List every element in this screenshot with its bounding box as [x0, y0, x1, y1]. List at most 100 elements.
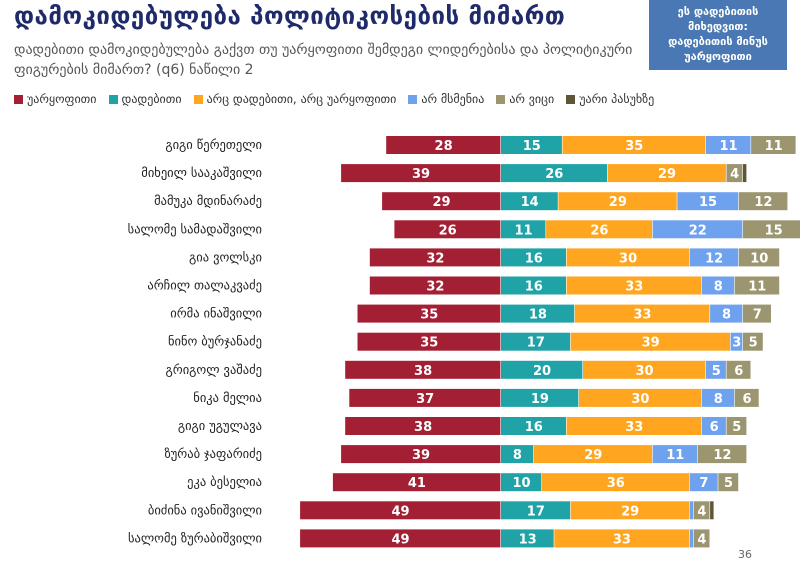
- data-label: 33: [613, 532, 631, 547]
- bar-segment-positive: [501, 248, 566, 267]
- data-label: 35: [625, 139, 643, 154]
- bar-segment-negative: [349, 388, 501, 407]
- data-label: 16: [525, 420, 543, 435]
- legend-swatch: [566, 94, 576, 104]
- legend-label: არც დადებითი, არც უარყოფითი: [206, 92, 397, 106]
- bar-segment-neither: [562, 136, 706, 154]
- bar-segment-dont-know: [738, 192, 788, 211]
- bar-segment-refused: [742, 164, 747, 183]
- bar-segment-neither: [566, 417, 702, 435]
- data-label: 35: [420, 336, 438, 351]
- bar-segment-dont-know: [718, 473, 739, 492]
- bar-segment-negative: [369, 276, 501, 295]
- bar-segment-neither: [578, 388, 702, 407]
- category-label: ნინო ბურჯანაძე: [168, 334, 262, 349]
- bar-segment-dont-understand: [677, 192, 739, 211]
- data-label: 37: [416, 392, 434, 407]
- data-label: 49: [392, 532, 410, 547]
- data-label: 19: [531, 392, 549, 407]
- bar-segment-positive: [501, 529, 554, 548]
- chart-subtitle: დადებითი დამოკიდებულება გაქვთ თუ უარყოფი…: [14, 42, 633, 78]
- bar-segment-positive: [501, 417, 566, 435]
- data-label: 17: [527, 504, 545, 519]
- bar-segment-positive: [501, 136, 562, 154]
- bar-segment-negative: [394, 220, 501, 239]
- data-label: 12: [705, 251, 723, 266]
- data-label: 13: [519, 532, 537, 547]
- chart-title: დამოკიდებულება პოლიტიკოსების მიმართ: [14, 2, 566, 30]
- bar-segment-dont-know: [742, 304, 771, 323]
- bar-segment-neither: [542, 473, 689, 492]
- bar-segment-negative: [382, 192, 501, 211]
- data-label: 6: [734, 364, 743, 379]
- data-label: 10: [750, 251, 768, 266]
- data-label: 12: [754, 195, 772, 210]
- data-label: 8: [714, 392, 723, 407]
- data-label: 39: [412, 448, 430, 463]
- data-label: 8: [714, 280, 723, 295]
- bar-segment-dont-understand: [710, 304, 743, 323]
- data-label: 11: [765, 139, 783, 154]
- data-label: 30: [635, 364, 653, 379]
- category-label: ზურაბ ჯაფარიძე: [164, 446, 262, 461]
- bar-segment-negative: [345, 417, 501, 435]
- bar-segment-dont-know: [734, 388, 759, 407]
- data-label: 16: [525, 280, 543, 295]
- note-box-text: ეს დადებითის მიხედვით: დადებითის მინუს უ…: [668, 5, 768, 63]
- bar-segment-dont-know: [742, 332, 763, 351]
- data-label: 14: [521, 195, 539, 210]
- bar-segment-dont-understand: [689, 501, 694, 520]
- bar-segment-positive: [501, 501, 571, 520]
- data-label: 33: [633, 308, 651, 323]
- legend-swatch: [408, 94, 418, 104]
- bar-segment-neither: [607, 164, 726, 183]
- data-label: 6: [710, 420, 719, 435]
- data-label: 8: [722, 308, 731, 323]
- category-label: ირმა ინაშვილი: [170, 306, 262, 321]
- bar-segment-neither: [570, 501, 689, 520]
- data-label: 29: [658, 167, 676, 182]
- legend-swatch: [496, 94, 506, 104]
- data-label: 7: [699, 476, 708, 491]
- legend-item: არც დადებითი, არც უარყოფითი: [193, 92, 397, 106]
- data-label: 17: [527, 336, 545, 351]
- bar-segment-positive: [501, 332, 571, 351]
- data-label: 26: [439, 223, 457, 238]
- data-label: 36: [607, 476, 625, 491]
- data-label: 26: [590, 223, 608, 238]
- bar-segment-positive: [501, 304, 575, 323]
- bar-segment-dont-know: [738, 248, 780, 267]
- bar-segment-negative: [300, 501, 501, 520]
- bar-segment-negative: [357, 332, 501, 351]
- bar-segment-negative: [345, 360, 501, 379]
- data-label: 5: [724, 476, 733, 491]
- data-label: 3: [732, 336, 741, 351]
- legend-label: უარყოფითი: [27, 92, 97, 106]
- bar-segment-positive: [501, 276, 566, 295]
- bar-segment-negative: [357, 304, 501, 323]
- data-label: 18: [529, 308, 547, 323]
- data-label: 32: [426, 280, 444, 295]
- data-label: 39: [412, 167, 430, 182]
- legend-swatch: [108, 94, 118, 104]
- bar-segment-neither: [566, 276, 702, 295]
- category-label: გიგი წერეთელი: [165, 137, 262, 152]
- category-label: მიხეილ სააკაშვილი: [141, 165, 262, 180]
- data-label: 22: [689, 223, 707, 238]
- bar-segment-dont-understand: [689, 248, 739, 267]
- bar-segment-negative: [332, 473, 501, 492]
- bar-segment-dont-understand: [652, 445, 698, 464]
- bar-segment-neither: [574, 304, 710, 323]
- data-label: 20: [533, 364, 551, 379]
- bar-segment-positive: [501, 388, 579, 407]
- legend-item: უარყოფითი: [14, 92, 97, 106]
- bar-segment-dont-understand: [706, 136, 751, 154]
- legend-item: არ ვიცი: [496, 92, 554, 106]
- category-label: არჩილ თალაკვაძე: [147, 278, 262, 293]
- category-label: ეკა ბესელია: [187, 474, 262, 489]
- category-label: გიგი უგულავა: [178, 418, 262, 433]
- bar-segment-dont-understand: [701, 417, 726, 435]
- data-label: 11: [720, 139, 738, 154]
- bar-segment-dont-know: [726, 360, 751, 379]
- bar-segment-neither: [566, 248, 689, 267]
